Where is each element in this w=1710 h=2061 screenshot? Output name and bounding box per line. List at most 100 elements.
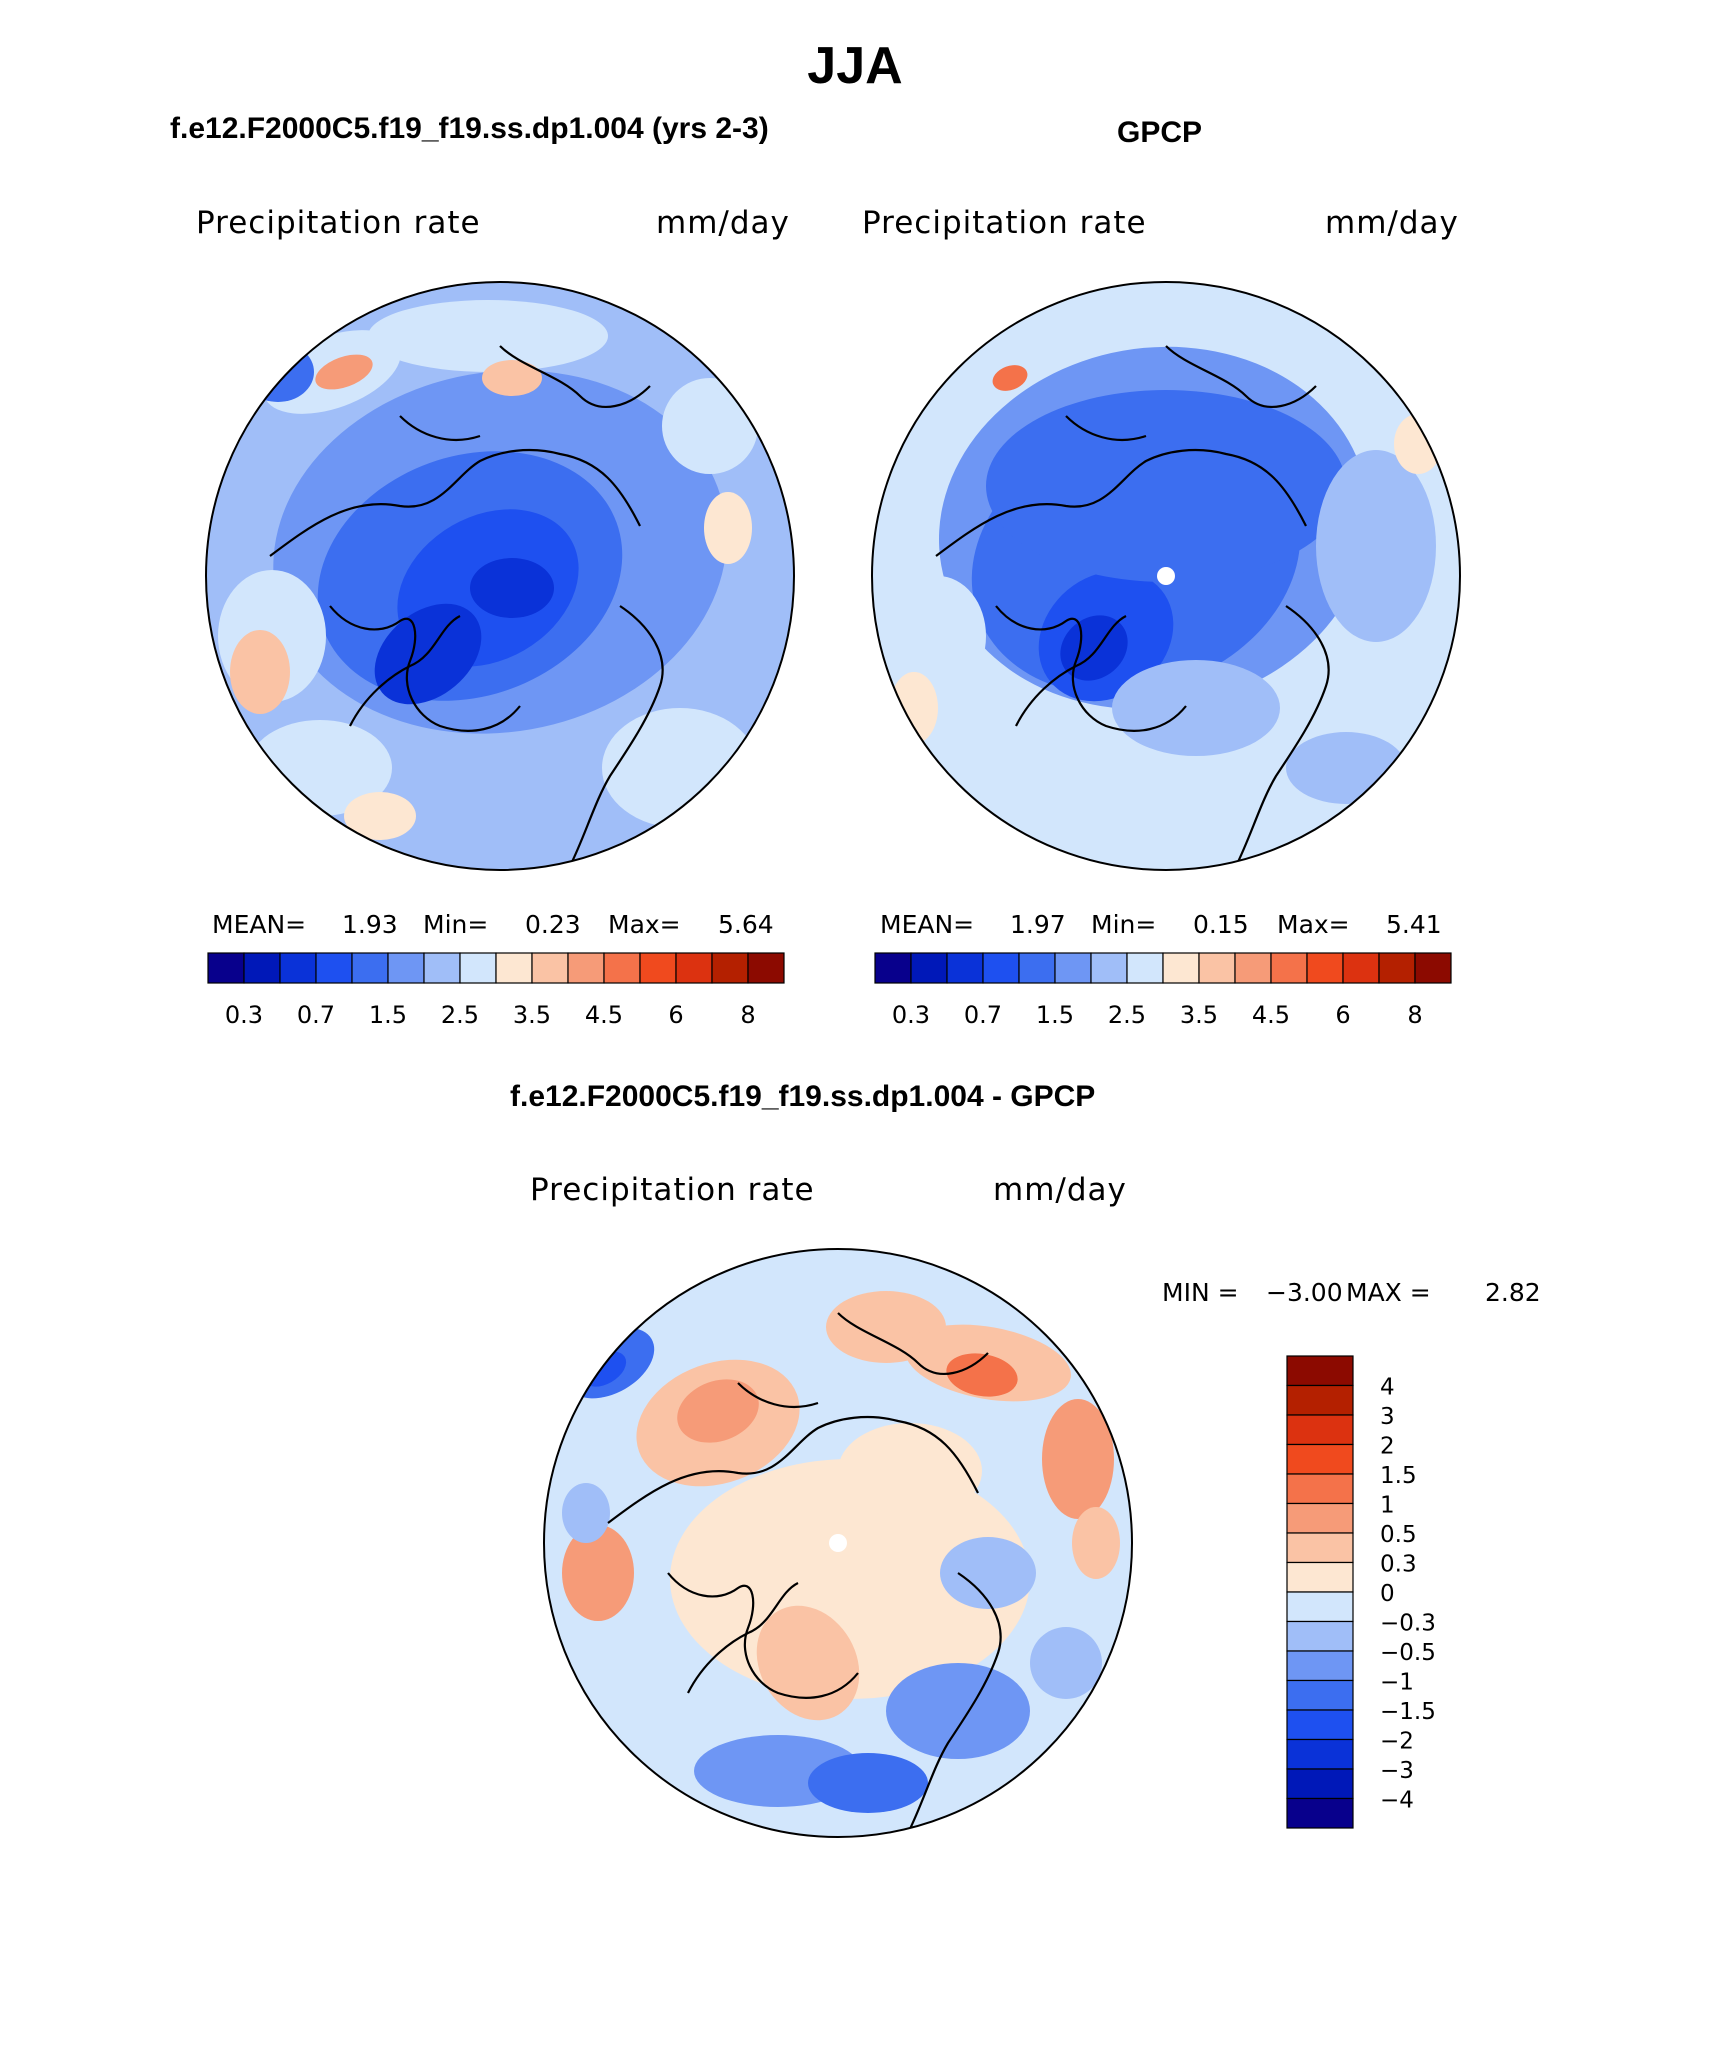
panel1-mean-value: 1.93 [342, 910, 398, 939]
panel3-units-label: mm/day [993, 1172, 1127, 1208]
panel3-coastline [907, 1572, 1002, 1834]
panel3-colorbar-tick-label: −1.5 [1380, 1699, 1436, 1725]
panel1-field-contour [470, 558, 554, 618]
panel1-colorbar-tick-label: 6 [668, 1001, 683, 1029]
panel1-max-value: 5.64 [718, 910, 774, 939]
panel2-min-value: 0.15 [1193, 910, 1249, 939]
panel3-coastline [837, 1312, 989, 1375]
panel1-colorbar-swatch [531, 952, 569, 984]
panel2-colorbar-tick-label: 0.7 [964, 1001, 1002, 1029]
panel3-field-contour [1072, 1507, 1120, 1579]
panel3-min-label: MIN = [1162, 1278, 1239, 1307]
panel2-field-contour [1316, 450, 1436, 642]
panel1-colorbar-swatch [495, 952, 533, 984]
panel2-colorbar-swatch [1126, 952, 1164, 984]
panel3-colorbar-tick-label: −4 [1380, 1788, 1414, 1814]
panel2-field-contour [890, 576, 986, 696]
panel2-colorbar-swatch [874, 952, 912, 984]
panel2-field-contour [992, 365, 1028, 391]
panel3-colorbar-swatch [1286, 1355, 1354, 1387]
panel3-colorbar: 4 3 2 1.5 1 0.5 0.3 0 −0.3 −0.5 −1 −1.5 −2 −3 −4 [1286, 1355, 1436, 1829]
panel2-coastline [935, 448, 1307, 557]
panel1-coastline [499, 345, 651, 408]
panel3-pole-marker [829, 1534, 847, 1552]
panel1-colorbar-swatch [387, 952, 425, 984]
panel1-colorbar-swatch [207, 952, 245, 984]
panel2-coastline [995, 605, 1187, 732]
panel3-field-contour [886, 1663, 1030, 1759]
panel2-units-label: mm/day [1325, 205, 1459, 241]
panel1-colorbar-tick-label: 3.5 [513, 1001, 551, 1029]
panel2-coastline [1235, 605, 1330, 867]
panel3-colorbar-swatch [1286, 1532, 1354, 1564]
panel3-colorbar-tick-label: 1 [1380, 1493, 1395, 1519]
panel3-colorbar-tick-label: 3 [1380, 1404, 1395, 1430]
panel2-colorbar-tick-label: 0.3 [892, 1001, 930, 1029]
panel1-max-label: Max= [608, 910, 681, 939]
panel2-coastline [1015, 615, 1127, 727]
panel1-min-value: 0.23 [525, 910, 581, 939]
panel1-field-contour [242, 348, 278, 384]
panel2-colorbar-tick-label: 6 [1335, 1001, 1350, 1029]
panel3-field-contour [946, 1353, 1018, 1397]
panel3-colorbar-tick-label: −0.5 [1380, 1640, 1436, 1666]
panel2-colorbar-tick-label: 8 [1407, 1001, 1422, 1029]
panel3-colorbar-tick-label: 0.3 [1380, 1552, 1417, 1578]
panel1-colorbar-tick-label: 4.5 [585, 1001, 623, 1029]
panel1-colorbar-tick-label: 0.7 [297, 1001, 335, 1029]
panel2-polar-map [871, 281, 1461, 871]
panel1-colorbar-swatch [459, 952, 497, 984]
panel2-colorbar-swatch [1342, 952, 1380, 984]
panel2-max-label: Max= [1277, 910, 1350, 939]
panel2-title: GPCP [1117, 116, 1203, 149]
panel3-field-contour [562, 1525, 634, 1621]
panel1-colorbar-tick-label: 0.3 [225, 1001, 263, 1029]
panel1-field-contour [230, 630, 290, 714]
panel3-colorbar-swatch [1286, 1591, 1354, 1623]
panel1-coastline [269, 448, 641, 557]
panel2-colorbar-swatch [1270, 952, 1308, 984]
panel1-min-label: Min= [423, 910, 489, 939]
panel1-colorbar-swatch [639, 952, 677, 984]
panel2-colorbar-tick-label: 4.5 [1252, 1001, 1290, 1029]
panel3-colorbar-swatch [1286, 1473, 1354, 1505]
panel3-colorbar-tick-label: 1.5 [1380, 1463, 1417, 1489]
panel3-colorbar-swatch [1286, 1679, 1354, 1711]
panel3-colorbar-swatch [1286, 1502, 1354, 1534]
panel1-colorbar-swatch [351, 952, 389, 984]
panel3-field-contour [940, 1537, 1036, 1609]
panel3-coastline [737, 1382, 819, 1408]
panel1-field-contour [662, 378, 758, 474]
panel1-colorbar-swatch [243, 952, 281, 984]
panel2-colorbar-swatch [1090, 952, 1128, 984]
panel3-colorbar-tick-label: 0 [1380, 1581, 1395, 1607]
panel3-field-contour [838, 1423, 982, 1519]
panel2-field-contour [986, 390, 1346, 582]
panel1-coastline [349, 615, 461, 727]
panel2-min-label: Min= [1091, 910, 1157, 939]
panel3-colorbar-tick-label: −3 [1380, 1758, 1414, 1784]
panel1-coastline [399, 415, 481, 441]
panel2-colorbar-swatch [1198, 952, 1236, 984]
panel3-colorbar-swatch [1286, 1414, 1354, 1446]
panel1-colorbar-swatch [711, 952, 749, 984]
panel1-colorbar-swatch [747, 952, 785, 984]
panel1-field-contour [344, 792, 416, 840]
panel3-max-label: MAX = [1346, 1278, 1431, 1307]
panel3-field-contour [562, 1483, 610, 1543]
panel1-field-contour [482, 360, 542, 396]
panel2-colorbar-swatch [982, 952, 1020, 984]
panel3-colorbar-swatch [1286, 1384, 1354, 1416]
panel2-colorbar-swatch [1054, 952, 1092, 984]
panel1-map-border [205, 281, 795, 871]
panel2-map-border [871, 281, 1461, 871]
panel2-colorbar-swatch [946, 952, 984, 984]
figure-title: JJA [807, 37, 903, 95]
panel2-colorbar-swatch [1378, 952, 1416, 984]
panel2-colorbar-swatch [1414, 952, 1452, 984]
panel1-colorbar-swatch [567, 952, 605, 984]
panel1-colorbar-tick-label: 8 [740, 1001, 755, 1029]
panel1-field-contour [242, 342, 314, 402]
panel2-coastline [1065, 415, 1147, 441]
panel1-colorbar-swatch [279, 952, 317, 984]
